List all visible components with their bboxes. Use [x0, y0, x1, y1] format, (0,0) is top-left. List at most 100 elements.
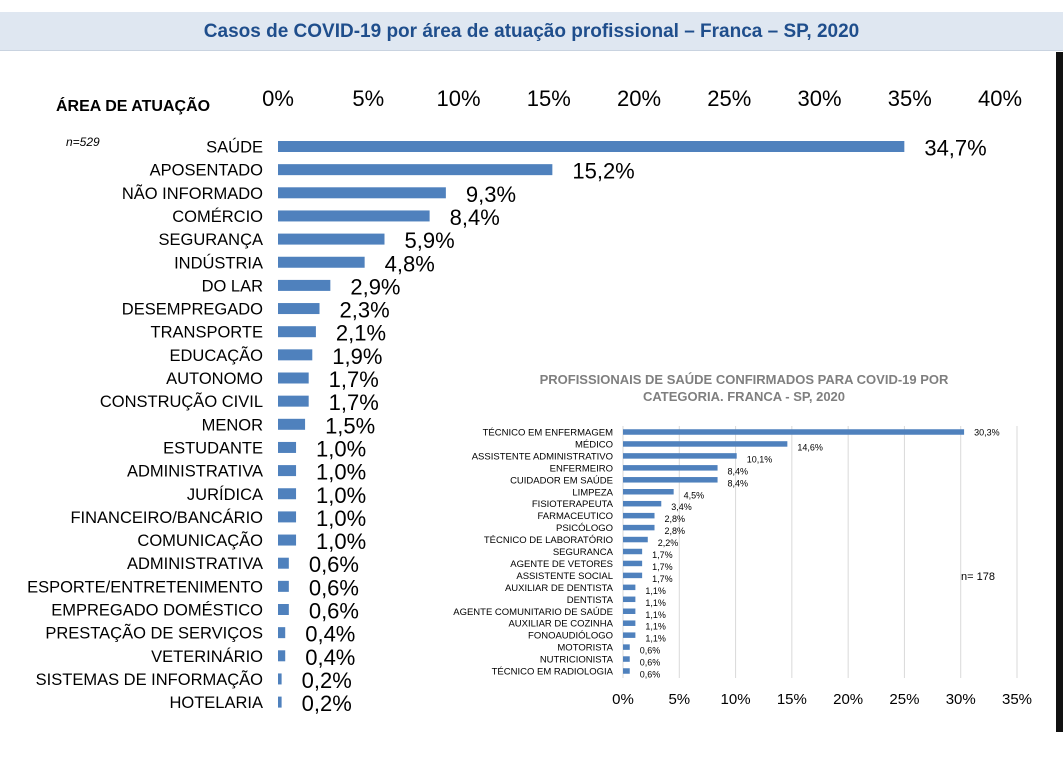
inset-data-label: 1,1%	[645, 622, 666, 632]
x-tick-label: 0%	[262, 86, 294, 111]
data-label: 1,9%	[332, 344, 382, 369]
data-label: 0,6%	[309, 552, 359, 577]
bar	[278, 534, 297, 546]
data-label: 9,3%	[466, 182, 516, 207]
inset-data-label: 0,6%	[640, 670, 661, 680]
inset-title-line-2: CATEGORIA. FRANCA - SP, 2020	[643, 389, 845, 404]
category-label: CONSTRUÇÃO CIVIL	[100, 391, 263, 411]
inset-x-tick-label: 5%	[668, 691, 690, 708]
inset-bar	[623, 500, 662, 507]
category-label: ADMINISTRATIVA	[127, 463, 263, 481]
inset-bar	[623, 572, 643, 579]
bar	[278, 187, 446, 199]
category-label: DESEMPREGADO	[122, 301, 263, 319]
inset-data-label: 3,4%	[671, 502, 692, 512]
category-label: JURÍDICA	[187, 485, 263, 504]
data-label: 1,0%	[316, 506, 366, 531]
data-label: 1,5%	[325, 413, 375, 438]
inset-category-label: AGENTE COMUNITARIO DE SAÚDE	[453, 607, 613, 618]
bar	[278, 650, 286, 662]
data-label: 5,9%	[404, 228, 454, 253]
category-label: ADMINISTRATIVA	[127, 555, 263, 573]
bar	[278, 349, 313, 361]
category-label: PRESTAÇÃO DE SERVIÇOS	[45, 623, 263, 643]
inset-x-tick-label: 15%	[777, 691, 807, 708]
inset-data-label: 2,2%	[658, 538, 679, 548]
bar	[278, 418, 306, 430]
category-label: FINANCEIRO/BANCÁRIO	[70, 508, 263, 527]
inset-bar	[623, 668, 630, 674]
inset-category-label: LIMPEZA	[572, 487, 613, 498]
inset-data-label: 1,7%	[652, 550, 673, 560]
inset-data-label: 30,3%	[974, 428, 1000, 438]
bar	[278, 279, 331, 291]
category-label: COMÉRCIO	[172, 207, 263, 226]
inset-bar	[623, 536, 648, 543]
inset-data-label: 1,1%	[645, 598, 666, 608]
category-label: INDÚSTRIA	[174, 253, 263, 272]
bar	[278, 164, 553, 176]
data-label: 0,6%	[309, 599, 359, 624]
category-label: NÃO INFORMADO	[122, 183, 263, 203]
inset-x-tick-label: 25%	[889, 691, 919, 708]
inset-x-tick-label: 35%	[1002, 691, 1032, 708]
inset-bar	[623, 429, 965, 435]
bar	[278, 256, 365, 268]
inset-category-label: FARMACEUTICO	[538, 511, 613, 522]
inset-data-label: 0,6%	[640, 658, 661, 668]
data-label: 8,4%	[450, 205, 500, 230]
bar	[278, 580, 289, 592]
inset-category-label: PSICÓLOGO	[556, 523, 613, 534]
inset-bar	[623, 453, 737, 459]
bar	[278, 627, 286, 639]
inset-data-label: 4,5%	[684, 490, 705, 500]
inset-category-label: ASSISTENTE ADMINISTRATIVO	[472, 451, 613, 462]
inset-category-label: TÉCNICO EM RADIOLOGIA	[492, 667, 614, 678]
category-label: AUTONOMO	[166, 370, 263, 388]
x-tick-label: 10%	[436, 86, 480, 111]
category-label: SEGURANÇA	[158, 231, 263, 249]
bar	[278, 303, 320, 315]
data-label: 0,6%	[309, 575, 359, 600]
inset-category-label: FISIOTERAPEUTA	[532, 499, 614, 510]
inset-chart: PROFISSIONAIS DE SAÚDE CONFIRMADOS PARA …	[453, 372, 1032, 708]
bar	[278, 511, 297, 523]
inset-data-label: 2,8%	[665, 514, 686, 524]
category-label: HOTELARIA	[169, 694, 263, 712]
inset-bar	[623, 656, 630, 662]
x-tick-label: 35%	[888, 86, 932, 111]
inset-sample-size-note: n= 178	[961, 571, 995, 583]
inset-data-label: 2,8%	[665, 526, 686, 536]
inset-category-label: DENTISTA	[567, 595, 614, 606]
inset-data-label: 1,1%	[645, 634, 666, 644]
bar	[278, 604, 289, 615]
category-label: SAÚDE	[206, 138, 263, 157]
bar	[278, 488, 297, 500]
bar	[278, 210, 430, 222]
sample-size-note: n=529	[66, 135, 100, 149]
data-label: 1,0%	[316, 483, 366, 508]
data-label: 0,2%	[302, 691, 352, 716]
inset-x-tick-label: 0%	[612, 691, 634, 708]
x-tick-label: 15%	[527, 86, 571, 111]
inset-bar	[623, 584, 636, 591]
inset-category-label: ASSISTENTE SOCIAL	[516, 571, 613, 582]
inset-x-tick-label: 10%	[721, 691, 751, 708]
category-label: MENOR	[202, 416, 264, 434]
x-tick-label: 30%	[797, 86, 841, 111]
inset-category-label: SEGURANCA	[553, 547, 614, 558]
inset-data-label: 8,4%	[728, 478, 749, 488]
category-label: SISTEMAS DE INFORMAÇÃO	[36, 669, 264, 689]
data-label: 4,8%	[385, 251, 435, 276]
inset-bar	[623, 560, 643, 567]
right-edge-border	[1056, 52, 1063, 732]
inset-data-label: 0,6%	[640, 646, 661, 656]
data-label: 2,3%	[340, 298, 390, 323]
inset-category-label: ENFERMEIRO	[550, 463, 613, 474]
inset-bar	[623, 644, 630, 650]
main-chart: ÁREA DE ATUAÇÃO n=529 0% 5% 10% 15% 20% 25% 30…	[27, 86, 1022, 716]
data-label: 0,4%	[305, 645, 355, 670]
inset-data-label: 1,1%	[645, 610, 666, 620]
data-label: 2,1%	[336, 321, 386, 346]
data-label: 1,0%	[316, 460, 366, 485]
